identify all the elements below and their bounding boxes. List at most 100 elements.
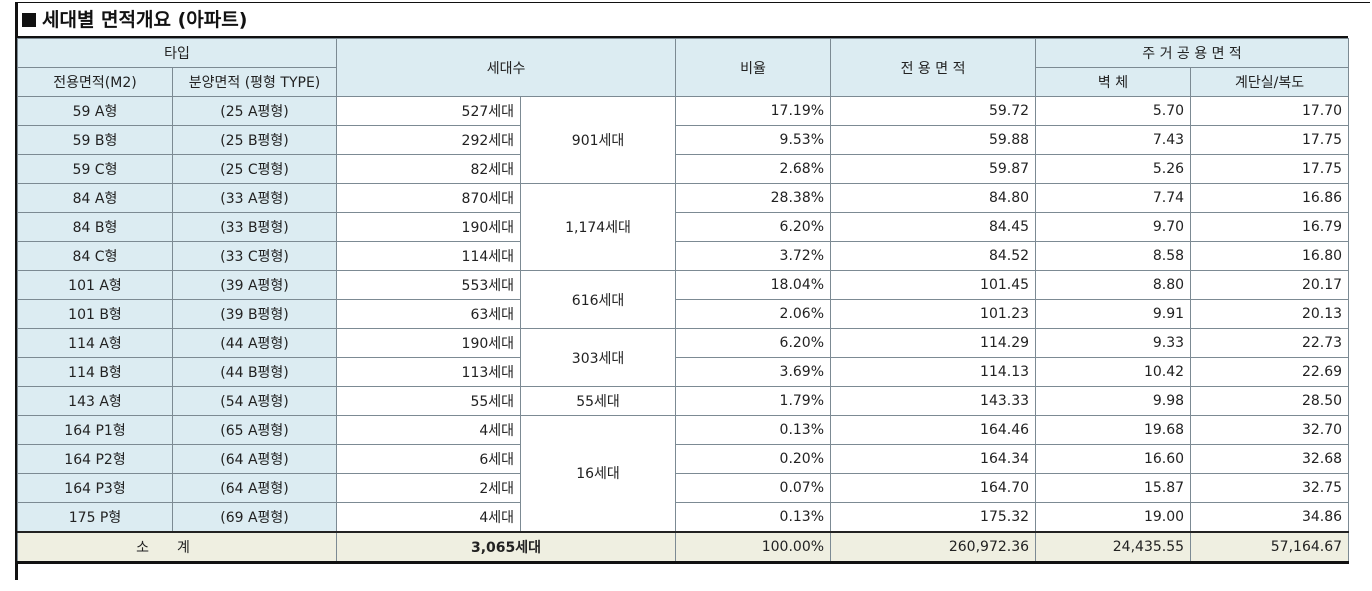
cell-ratio: 0.07%: [675, 473, 832, 503]
table-row: 164 P1형 (65 A평형) 4세대 16세대 0.13% 164.46 19.68 32…: [17, 415, 1350, 532]
table-row: 114 A형 (44 A평형) 190세대 303세대 6.20% 114.29 9.33 2…: [17, 328, 1350, 387]
cell-ratio: 0.13%: [675, 415, 832, 445]
cell-pyeong: (33 B평형): [171, 212, 338, 242]
cell-units: 870세대: [336, 183, 522, 213]
cell-stair: 16.86: [1190, 183, 1350, 213]
cell-units: 190세대: [336, 212, 522, 242]
cell-ratio: 17.19%: [675, 96, 832, 126]
cell-units: 113세대: [336, 357, 522, 387]
table-row: 101 A형 (39 A평형) 553세대 616세대 18.04% 101.45 8.80…: [17, 270, 1350, 329]
header-type-group: 타입: [16, 38, 338, 68]
cell-net-area: 101.45: [830, 270, 1037, 300]
cell-units: 4세대: [336, 415, 522, 445]
cell-stair: 17.75: [1190, 154, 1350, 184]
cell-wall: 16.60: [1035, 444, 1192, 474]
cell-type: 164 P2형: [17, 444, 173, 474]
cell-ratio: 2.68%: [675, 154, 832, 184]
cell-ratio: 9.53%: [675, 125, 832, 155]
total-stair: 57,164.67: [1190, 530, 1350, 564]
cell-net-area: 114.13: [830, 357, 1037, 387]
area-table: 타입 세대수 비율 전 용 면 적 주 거 공 용 면 적 전용면적(M2) 분…: [16, 38, 1350, 564]
cell-pyeong: (65 A평형): [171, 415, 338, 445]
cell-net-area: 175.32: [830, 502, 1037, 532]
cell-units: 190세대: [336, 328, 522, 358]
cell-type: 84 C형: [17, 241, 173, 271]
document-frame: [15, 2, 1370, 580]
cell-ratio: 2.06%: [675, 299, 832, 329]
cell-type: 175 P형: [17, 502, 173, 532]
cell-net-area: 59.87: [830, 154, 1037, 184]
cell-ratio: 28.38%: [675, 183, 832, 213]
cell-wall: 5.26: [1035, 154, 1192, 184]
cell-pyeong: (25 A평형): [171, 96, 338, 126]
header-ratio: 비율: [675, 38, 832, 97]
cell-type: 143 A형: [17, 386, 173, 416]
cell-ratio: 0.13%: [675, 502, 832, 532]
total-units: 3,065세대: [336, 530, 677, 564]
total-wall: 24,435.55: [1035, 530, 1192, 564]
table-row: 59 A형 (25 A평형) 527세대 901세대 17.19% 59.72 5.70 17…: [17, 96, 1350, 184]
cell-stair: 17.70: [1190, 96, 1350, 126]
table-row: 59 C형 (25 C평형) 82세대 2.68% 59.87 5.26 17.75: [17, 154, 1350, 184]
table-row: 164 P3형 (64 A평형) 2세대 0.07% 164.70 15.87 32.75: [17, 473, 1350, 503]
cell-pyeong: (25 B평형): [171, 125, 338, 155]
cell-pyeong: (25 C평형): [171, 154, 338, 184]
total-ratio: 100.00%: [675, 530, 832, 564]
cell-group-total: 303세대: [520, 328, 677, 387]
cell-type: 84 A형: [17, 183, 173, 213]
cell-net-area: 101.23: [830, 299, 1037, 329]
cell-stair: 28.50: [1190, 386, 1350, 416]
cell-units: 6세대: [336, 444, 522, 474]
cell-type: 164 P1형: [17, 415, 173, 445]
cell-pyeong: (33 C평형): [171, 241, 338, 271]
header-residential-common: 주 거 공 용 면 적: [1035, 38, 1350, 68]
square-bullet-icon: [22, 13, 36, 27]
table-row: 59 B형 (25 B평형) 292세대 9.53% 59.88 7.43 17.75: [17, 125, 1350, 155]
cell-units: 114세대: [336, 241, 522, 271]
cell-net-area: 164.34: [830, 444, 1037, 474]
cell-stair: 22.69: [1190, 357, 1350, 387]
cell-units: 553세대: [336, 270, 522, 300]
header-stair-corridor: 계단실/복도: [1190, 67, 1350, 97]
cell-wall: 9.98: [1035, 386, 1192, 416]
cell-units: 527세대: [336, 96, 522, 126]
cell-net-area: 84.45: [830, 212, 1037, 242]
cell-pyeong: (64 A평형): [171, 444, 338, 474]
cell-net-area: 59.88: [830, 125, 1037, 155]
total-net-area: 260,972.36: [830, 530, 1037, 564]
table-row: 84 B형 (33 B평형) 190세대 6.20% 84.45 9.70 16.79: [17, 212, 1350, 242]
header-exclusive-area: 전용면적(M2): [17, 67, 173, 97]
cell-units: 292세대: [336, 125, 522, 155]
cell-type: 59 A형: [17, 96, 173, 126]
table-top-rule: [17, 36, 1348, 38]
cell-stair: 16.80: [1190, 241, 1350, 271]
cell-stair: 32.75: [1190, 473, 1350, 503]
cell-type: 59 B형: [17, 125, 173, 155]
cell-units: 55세대: [336, 386, 522, 416]
cell-stair: 20.13: [1190, 299, 1350, 329]
cell-units: 82세대: [336, 154, 522, 184]
cell-ratio: 3.69%: [675, 357, 832, 387]
cell-net-area: 114.29: [830, 328, 1037, 358]
cell-stair: 32.70: [1190, 415, 1350, 445]
cell-units: 2세대: [336, 473, 522, 503]
total-row: 소계 3,065세대 100.00% 260,972.36 24,435.55 57,16…: [16, 530, 1350, 564]
table-row: 114 B형 (44 B평형) 113세대 3.69% 114.13 10.42 22.69: [17, 357, 1350, 387]
table-row: 175 P형 (69 A평형) 4세대 0.13% 175.32 19.00 34.86: [17, 502, 1350, 532]
header-row-1: 타입 세대수 비율 전 용 면 적 주 거 공 용 면 적: [16, 38, 1350, 97]
cell-type: 59 C형: [17, 154, 173, 184]
cell-type: 101 B형: [17, 299, 173, 329]
cell-stair: 17.75: [1190, 125, 1350, 155]
cell-stair: 16.79: [1190, 212, 1350, 242]
cell-group-total: 901세대: [520, 96, 677, 184]
cell-stair: 32.68: [1190, 444, 1350, 474]
table-row: 101 B형 (39 B평형) 63세대 2.06% 101.23 9.91 20.13: [17, 299, 1350, 329]
cell-ratio: 0.20%: [675, 444, 832, 474]
cell-wall: 9.91: [1035, 299, 1192, 329]
cell-wall: 7.74: [1035, 183, 1192, 213]
cell-wall: 15.87: [1035, 473, 1192, 503]
header-sale-area: 분양면적 (평형 TYPE): [171, 67, 338, 97]
cell-pyeong: (69 A평형): [171, 502, 338, 532]
cell-units: 4세대: [336, 502, 522, 532]
header-wall: 벽 체: [1035, 67, 1192, 97]
